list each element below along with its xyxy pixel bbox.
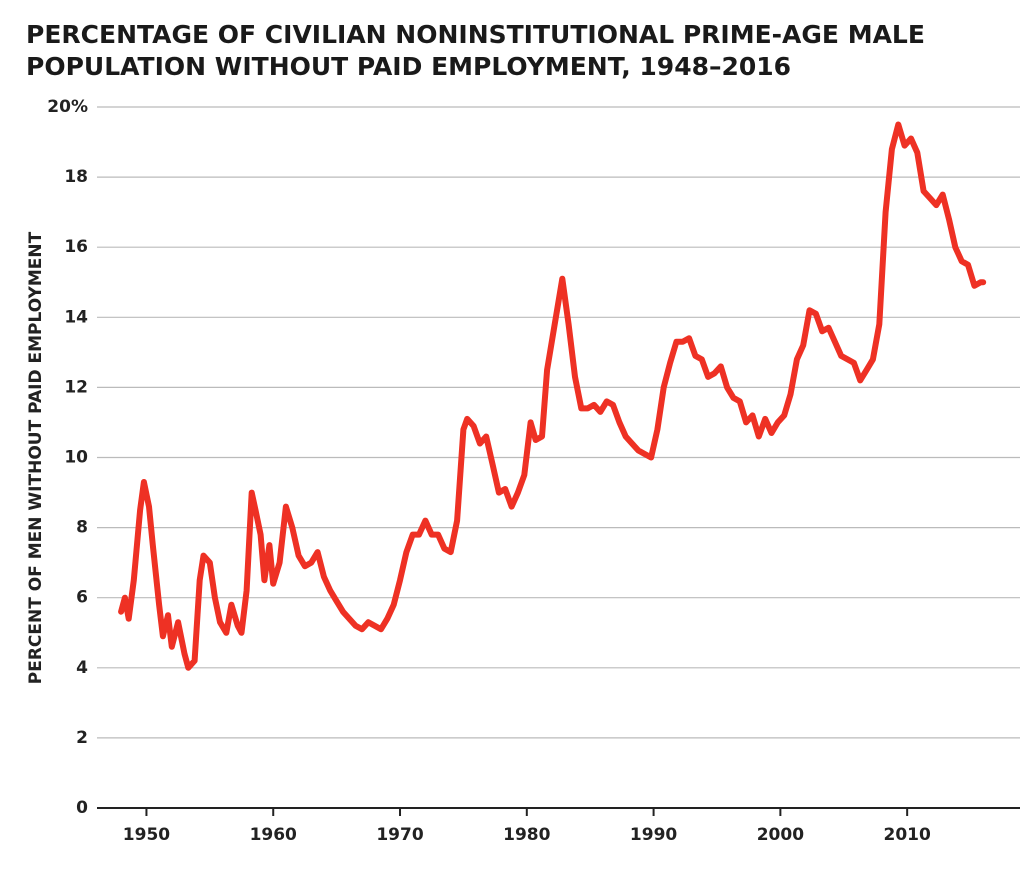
y-tick-label: 10 [64, 448, 88, 468]
y-tick-label: 18 [64, 167, 88, 187]
x-tick-label: 1950 [123, 825, 170, 845]
x-tick-label: 1960 [250, 825, 297, 845]
y-tick-label: 4 [76, 658, 88, 678]
y-tick-label: 0 [76, 798, 88, 818]
y-tick-label: 12 [64, 377, 88, 397]
y-tick-label: 16 [64, 237, 88, 257]
y-tick-label: 6 [76, 588, 88, 608]
x-tick-label: 2000 [757, 825, 804, 845]
x-tick-label: 1980 [503, 825, 550, 845]
y-tick-label: 20% [47, 97, 88, 117]
y-axis-label: PERCENT OF MEN WITHOUT PAID EMPLOYMENT [26, 231, 46, 684]
y-tick-label: 2 [76, 728, 88, 748]
y-tick-label: 14 [64, 307, 88, 327]
data-line [118, 121, 987, 671]
x-tick-label: 1970 [376, 825, 423, 845]
chart-title: POPULATION WITHOUT PAID EMPLOYMENT, 1948… [26, 52, 791, 81]
chart-title: PERCENTAGE OF CIVILIAN NONINSTITUTIONAL … [26, 20, 925, 49]
x-tick-label: 2010 [883, 825, 930, 845]
x-tick-label: 1990 [630, 825, 677, 845]
y-tick-label: 8 [76, 518, 88, 538]
